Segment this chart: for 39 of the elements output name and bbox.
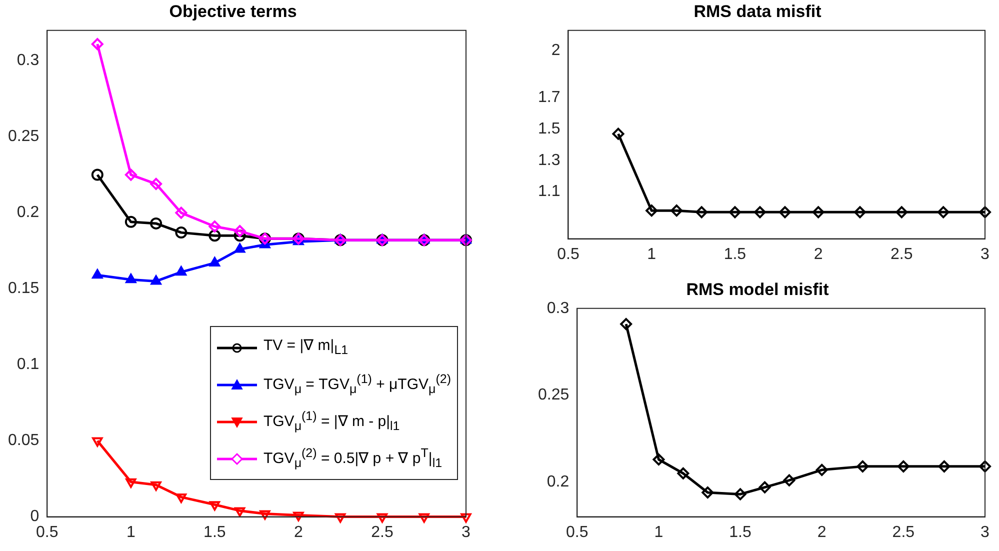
x-tick-label: 0.5 <box>36 524 58 541</box>
y-tick-label: 1.7 <box>538 89 560 106</box>
y-tick-label: 1.5 <box>538 120 560 138</box>
x-tick-label: 1.5 <box>729 524 752 541</box>
x-tick-label: 0.5 <box>566 524 588 541</box>
x-tick-label: 3 <box>980 246 990 263</box>
x-tick-label: 3 <box>980 524 990 541</box>
y-tick-label: 1.1 <box>538 183 560 200</box>
legend-label: TGV$_{μ}$$^{(1)}$ = |∇ m - p|$_{l1}$ <box>263 409 400 434</box>
y-tick-label: 0.15 <box>8 280 40 298</box>
chart-title: RMS model misfit <box>686 280 830 299</box>
x-tick-label: 2.5 <box>890 246 913 263</box>
x-tick-label: 1.5 <box>204 524 226 541</box>
x-tick-label: 2 <box>817 524 826 541</box>
x-tick-label: 2 <box>294 524 304 541</box>
y-tick-label: 0 <box>30 508 40 526</box>
y-tick-label: 0.25 <box>8 128 40 146</box>
legend-label: TGV$_{μ}$$^{(2)}$ = 0.5|∇ p + ∇ p$^{T}$|$_{l1}$ <box>263 446 442 471</box>
legend-label: TV = |∇ m|$_{L1}$ <box>263 336 348 358</box>
y-tick-label: 0.25 <box>538 386 570 404</box>
chart-title: Objective terms <box>169 2 297 21</box>
y-tick-label: 0.2 <box>16 204 40 222</box>
y-tick-label: 0.05 <box>8 432 40 450</box>
x-tick-label: 1.5 <box>724 246 746 263</box>
y-tick-label: 0.2 <box>546 473 570 490</box>
y-tick-label: 0.1 <box>16 356 40 374</box>
y-tick-label: 0.3 <box>546 300 570 317</box>
x-tick-label: 1 <box>654 524 664 541</box>
x-tick-label: 3 <box>462 524 471 541</box>
y-tick-label: 2 <box>551 42 560 60</box>
x-tick-label: 0.5 <box>557 246 580 263</box>
y-tick-label: 1.3 <box>538 152 560 169</box>
y-tick-label: 0.3 <box>16 52 40 70</box>
x-tick-label: 1 <box>126 524 136 541</box>
x-tick-label: 2 <box>814 246 823 263</box>
chart-title: RMS data misfit <box>694 2 822 21</box>
x-tick-label: 1 <box>647 246 656 263</box>
x-tick-label: 2.5 <box>892 524 915 541</box>
x-tick-label: 2.5 <box>371 524 394 541</box>
